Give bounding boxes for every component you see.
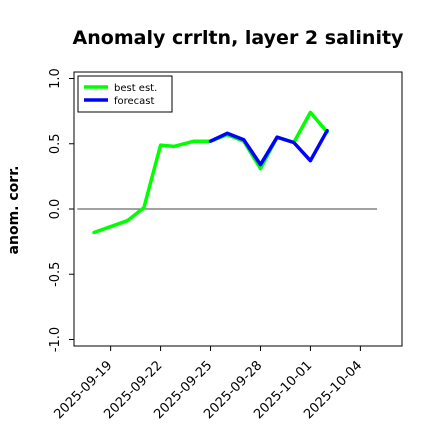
legend-label-forecast: forecast [114,96,155,107]
series-layer [92,110,329,235]
y-tick-label: -1.0 [48,327,63,352]
y-tick-label: -0.5 [48,262,63,287]
series-line-forecast [208,128,329,167]
legend-label-best-est: best est. [114,83,157,94]
y-axis-ticks: -1.0 -0.5 0.0 0.5 1.0 [48,68,74,352]
legend: best est. forecast [77,75,173,113]
chart-title: Anomaly crrltn, layer 2 salinity [73,27,404,49]
x-axis-ticks: 2025-09-192025-09-222025-09-252025-09-28… [51,346,365,422]
y-tick-label: 1.0 [48,68,63,89]
legend-box [77,75,173,113]
series-line-best-est [92,110,329,235]
y-axis-label: anom. corr. [6,166,22,255]
y-tick-label: 0.0 [48,199,63,220]
y-tick-label: 0.5 [48,133,63,154]
